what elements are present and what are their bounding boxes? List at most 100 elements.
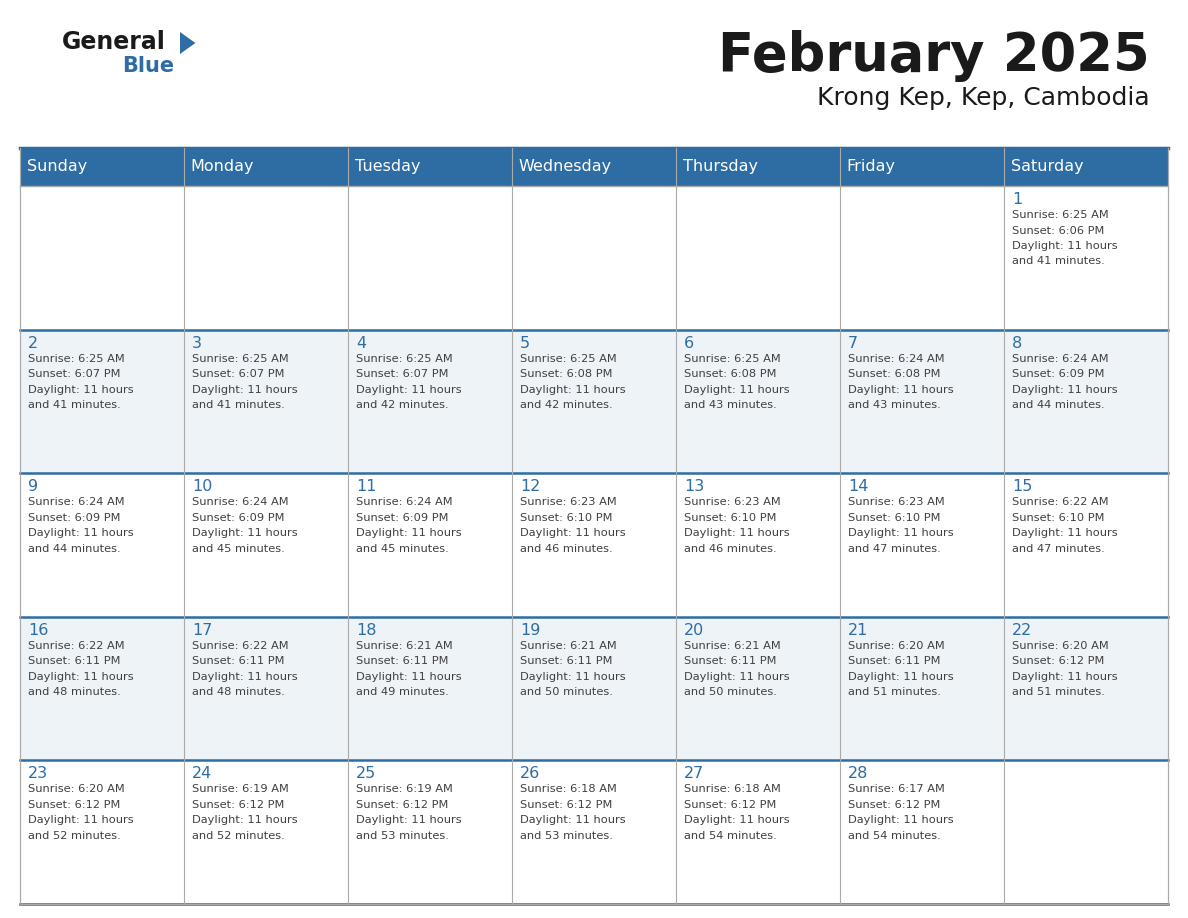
Text: 20: 20 <box>684 622 704 638</box>
Text: Daylight: 11 hours: Daylight: 11 hours <box>848 672 954 682</box>
Text: and 41 minutes.: and 41 minutes. <box>29 400 121 410</box>
Text: Daylight: 11 hours: Daylight: 11 hours <box>356 672 462 682</box>
Text: Sunset: 6:09 PM: Sunset: 6:09 PM <box>356 512 449 522</box>
Text: Sunrise: 6:25 AM: Sunrise: 6:25 AM <box>192 353 289 364</box>
Text: Sunset: 6:12 PM: Sunset: 6:12 PM <box>684 800 777 810</box>
Text: Sunset: 6:12 PM: Sunset: 6:12 PM <box>192 800 285 810</box>
Text: 17: 17 <box>192 622 213 638</box>
Text: Sunrise: 6:25 AM: Sunrise: 6:25 AM <box>1012 210 1108 220</box>
Text: Sunset: 6:12 PM: Sunset: 6:12 PM <box>848 800 941 810</box>
Text: Daylight: 11 hours: Daylight: 11 hours <box>520 528 626 538</box>
Text: Daylight: 11 hours: Daylight: 11 hours <box>1012 385 1118 395</box>
Text: Daylight: 11 hours: Daylight: 11 hours <box>356 815 462 825</box>
Text: Sunset: 6:09 PM: Sunset: 6:09 PM <box>192 512 285 522</box>
Text: Sunrise: 6:22 AM: Sunrise: 6:22 AM <box>1012 498 1108 508</box>
Text: Sunset: 6:11 PM: Sunset: 6:11 PM <box>684 656 777 666</box>
Text: Daylight: 11 hours: Daylight: 11 hours <box>848 528 954 538</box>
Text: Monday: Monday <box>190 160 254 174</box>
Text: Sunset: 6:10 PM: Sunset: 6:10 PM <box>684 512 777 522</box>
Text: Sunrise: 6:24 AM: Sunrise: 6:24 AM <box>1012 353 1108 364</box>
Text: 18: 18 <box>356 622 377 638</box>
Text: Sunrise: 6:25 AM: Sunrise: 6:25 AM <box>29 353 125 364</box>
Text: 2: 2 <box>29 336 38 351</box>
Text: and 41 minutes.: and 41 minutes. <box>1012 256 1105 266</box>
Text: 6: 6 <box>684 336 694 351</box>
Text: 22: 22 <box>1012 622 1032 638</box>
Text: and 45 minutes.: and 45 minutes. <box>192 543 285 554</box>
Text: Sunrise: 6:18 AM: Sunrise: 6:18 AM <box>684 784 781 794</box>
Text: 3: 3 <box>192 336 202 351</box>
Text: Sunset: 6:07 PM: Sunset: 6:07 PM <box>192 369 285 379</box>
Text: Sunset: 6:08 PM: Sunset: 6:08 PM <box>848 369 941 379</box>
Text: Sunset: 6:11 PM: Sunset: 6:11 PM <box>29 656 121 666</box>
Text: 12: 12 <box>520 479 541 494</box>
Text: and 41 minutes.: and 41 minutes. <box>192 400 285 410</box>
Text: Sunrise: 6:22 AM: Sunrise: 6:22 AM <box>192 641 289 651</box>
Text: 16: 16 <box>29 622 49 638</box>
Text: Sunset: 6:07 PM: Sunset: 6:07 PM <box>356 369 449 379</box>
Text: Sunrise: 6:24 AM: Sunrise: 6:24 AM <box>29 498 125 508</box>
Text: 26: 26 <box>520 767 541 781</box>
Text: 4: 4 <box>356 336 366 351</box>
Text: Daylight: 11 hours: Daylight: 11 hours <box>29 815 134 825</box>
Text: 10: 10 <box>192 479 213 494</box>
Text: Sunday: Sunday <box>26 160 87 174</box>
Text: Daylight: 11 hours: Daylight: 11 hours <box>356 385 462 395</box>
Text: Sunrise: 6:20 AM: Sunrise: 6:20 AM <box>848 641 944 651</box>
Text: Daylight: 11 hours: Daylight: 11 hours <box>684 528 790 538</box>
Text: Sunset: 6:10 PM: Sunset: 6:10 PM <box>520 512 613 522</box>
Text: Tuesday: Tuesday <box>354 160 421 174</box>
Text: Sunset: 6:12 PM: Sunset: 6:12 PM <box>1012 656 1105 666</box>
Text: and 42 minutes.: and 42 minutes. <box>520 400 613 410</box>
Text: Sunrise: 6:20 AM: Sunrise: 6:20 AM <box>1012 641 1108 651</box>
Text: Sunset: 6:12 PM: Sunset: 6:12 PM <box>29 800 120 810</box>
Text: and 52 minutes.: and 52 minutes. <box>192 831 285 841</box>
Text: General: General <box>62 30 166 54</box>
Text: Daylight: 11 hours: Daylight: 11 hours <box>520 385 626 395</box>
Text: and 53 minutes.: and 53 minutes. <box>520 831 613 841</box>
Text: Daylight: 11 hours: Daylight: 11 hours <box>356 528 462 538</box>
Text: Daylight: 11 hours: Daylight: 11 hours <box>684 672 790 682</box>
Text: 14: 14 <box>848 479 868 494</box>
Text: Sunset: 6:08 PM: Sunset: 6:08 PM <box>684 369 777 379</box>
Text: Sunrise: 6:23 AM: Sunrise: 6:23 AM <box>848 498 944 508</box>
Text: Sunrise: 6:23 AM: Sunrise: 6:23 AM <box>684 498 781 508</box>
Text: Thursday: Thursday <box>683 160 758 174</box>
Text: Sunrise: 6:24 AM: Sunrise: 6:24 AM <box>356 498 453 508</box>
Text: Sunrise: 6:21 AM: Sunrise: 6:21 AM <box>356 641 453 651</box>
Text: Daylight: 11 hours: Daylight: 11 hours <box>192 528 298 538</box>
Text: Daylight: 11 hours: Daylight: 11 hours <box>192 385 298 395</box>
Text: Sunrise: 6:18 AM: Sunrise: 6:18 AM <box>520 784 617 794</box>
Text: Sunset: 6:06 PM: Sunset: 6:06 PM <box>1012 226 1105 236</box>
Text: and 43 minutes.: and 43 minutes. <box>848 400 941 410</box>
Text: and 54 minutes.: and 54 minutes. <box>848 831 941 841</box>
Text: 11: 11 <box>356 479 377 494</box>
Text: Daylight: 11 hours: Daylight: 11 hours <box>520 815 626 825</box>
Text: Daylight: 11 hours: Daylight: 11 hours <box>29 672 134 682</box>
Text: 13: 13 <box>684 479 704 494</box>
Text: 15: 15 <box>1012 479 1032 494</box>
Text: Sunset: 6:12 PM: Sunset: 6:12 PM <box>520 800 613 810</box>
Text: and 43 minutes.: and 43 minutes. <box>684 400 777 410</box>
Text: Sunrise: 6:25 AM: Sunrise: 6:25 AM <box>684 353 781 364</box>
Text: Sunset: 6:11 PM: Sunset: 6:11 PM <box>520 656 613 666</box>
Bar <box>20 617 1168 760</box>
Text: 23: 23 <box>29 767 49 781</box>
Text: Daylight: 11 hours: Daylight: 11 hours <box>848 815 954 825</box>
Text: Sunrise: 6:24 AM: Sunrise: 6:24 AM <box>192 498 289 508</box>
Text: Sunset: 6:09 PM: Sunset: 6:09 PM <box>29 512 121 522</box>
Text: 25: 25 <box>356 767 377 781</box>
Text: and 45 minutes.: and 45 minutes. <box>356 543 449 554</box>
Text: and 52 minutes.: and 52 minutes. <box>29 831 121 841</box>
Text: Sunset: 6:09 PM: Sunset: 6:09 PM <box>1012 369 1105 379</box>
Text: Sunrise: 6:19 AM: Sunrise: 6:19 AM <box>192 784 289 794</box>
Text: and 44 minutes.: and 44 minutes. <box>29 543 121 554</box>
Text: Daylight: 11 hours: Daylight: 11 hours <box>1012 241 1118 251</box>
Text: 1: 1 <box>1012 192 1023 207</box>
Text: Daylight: 11 hours: Daylight: 11 hours <box>29 528 134 538</box>
Text: and 42 minutes.: and 42 minutes. <box>356 400 449 410</box>
Text: Sunrise: 6:25 AM: Sunrise: 6:25 AM <box>520 353 617 364</box>
Text: Daylight: 11 hours: Daylight: 11 hours <box>192 672 298 682</box>
Text: Daylight: 11 hours: Daylight: 11 hours <box>1012 528 1118 538</box>
Text: Sunrise: 6:23 AM: Sunrise: 6:23 AM <box>520 498 617 508</box>
